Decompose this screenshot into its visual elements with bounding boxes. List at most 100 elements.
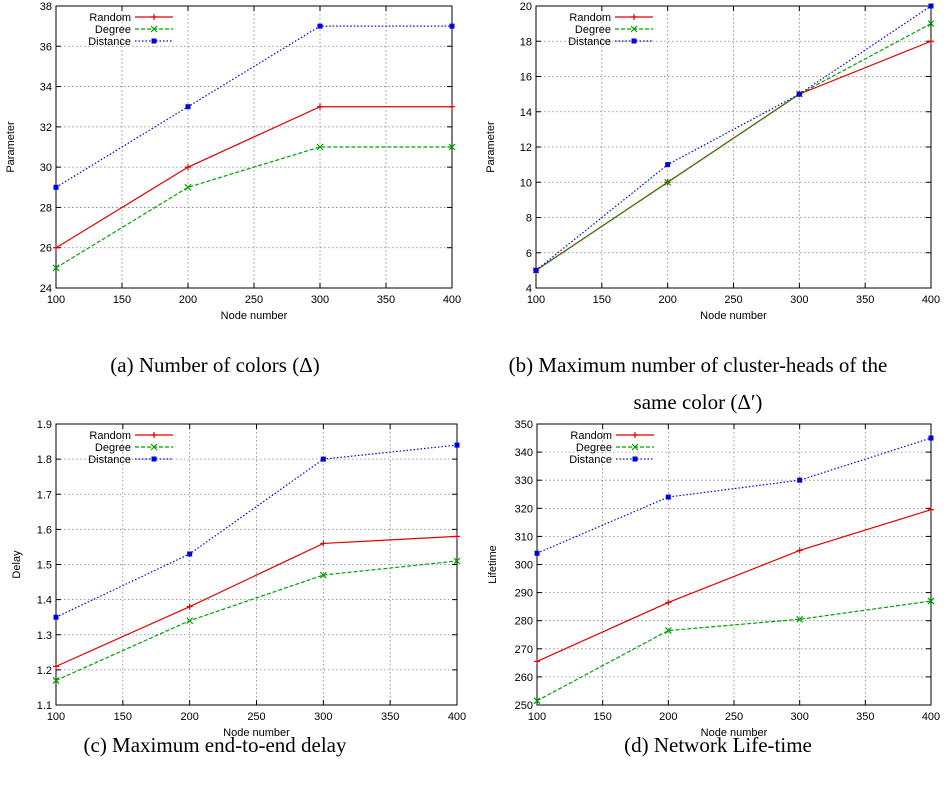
x-tick-label: 250	[725, 711, 743, 723]
x-tick-label: 100	[47, 294, 65, 306]
data-point-random	[928, 38, 934, 45]
data-point-random	[928, 506, 934, 513]
y-tick-label: 260	[515, 672, 533, 684]
series-degree	[52, 557, 461, 684]
data-point-distance	[454, 442, 460, 448]
panel-caption: (b) Maximum number of cluster-heads of t…	[509, 353, 888, 377]
data-point-random	[185, 164, 191, 171]
y-tick-label: 8	[526, 213, 532, 225]
series-line-random	[536, 509, 932, 662]
legend-marker-degree	[150, 443, 158, 451]
series-line-degree	[536, 600, 932, 702]
y-tick-label: 270	[515, 644, 533, 656]
panel-caption: (d) Network Life-time	[624, 733, 812, 757]
data-point-distance	[317, 23, 323, 29]
y-tick-label: 1.9	[37, 419, 52, 431]
x-tick-label: 150	[114, 711, 132, 723]
x-tick-label: 200	[179, 294, 197, 306]
legend-marker-random	[632, 432, 638, 438]
data-point-distance	[797, 477, 803, 483]
y-tick-label: 1.2	[37, 665, 52, 677]
data-point-random	[317, 103, 323, 110]
legend-marker-distance	[151, 456, 157, 462]
legend-marker-random	[631, 14, 637, 20]
x-tick-label: 100	[528, 711, 546, 723]
x-tick-label: 300	[314, 711, 332, 723]
legend-label-degree: Degree	[95, 24, 131, 36]
legend-label-random: Random	[569, 12, 611, 24]
x-tick-label: 400	[443, 294, 461, 306]
chart-panel-3: 100 150 200 250 300 350 400 1.1 1.2 1.3 1.4 1.5 1.6 1…	[11, 419, 466, 757]
y-tick-label: 10	[520, 177, 532, 189]
legend-label-random: Random	[89, 430, 131, 442]
series-line-random	[55, 535, 458, 667]
y-tick-label: 1.1	[37, 700, 52, 712]
x-tick-label: 400	[922, 294, 940, 306]
y-axis-label: Parameter	[485, 121, 497, 173]
y-tick-label: 280	[515, 616, 533, 628]
x-axis-label: Node number	[700, 310, 767, 322]
legend-label-degree: Degree	[95, 442, 131, 454]
legend-label-random: Random	[570, 430, 612, 442]
y-tick-label: 1.7	[37, 489, 52, 501]
series-distance	[534, 435, 934, 556]
data-point-degree	[533, 697, 541, 705]
x-axis-label: Node number	[223, 727, 290, 739]
series-line-distance	[535, 5, 932, 271]
y-axis-label: Parameter	[5, 121, 17, 173]
data-point-degree	[453, 557, 461, 565]
y-tick-label: 38	[40, 1, 52, 13]
charts-layer: 100 150 200 250 300 350 400 24 26 28 30 32 34 36 38 Nod…	[5, 1, 940, 757]
data-point-distance	[665, 494, 671, 500]
y-tick-label: 34	[40, 82, 52, 94]
data-point-random	[186, 603, 193, 610]
data-point-degree	[184, 183, 192, 191]
series-line-distance	[536, 437, 932, 554]
y-tick-label: 1.3	[37, 630, 52, 642]
y-tick-label: 1.5	[37, 560, 52, 572]
series-random	[53, 533, 460, 670]
x-tick-label: 350	[381, 711, 399, 723]
y-tick-label: 310	[515, 531, 533, 543]
data-point-degree	[316, 143, 324, 151]
y-tick-label: 20	[520, 1, 532, 13]
series-line-distance	[55, 25, 452, 188]
y-tick-label: 340	[515, 447, 533, 459]
y-tick-label: 1.4	[37, 595, 52, 607]
x-axis-label: Node number	[701, 727, 768, 739]
panel-caption: (c) Maximum end-to-end delay	[84, 733, 347, 757]
x-tick-label: 400	[448, 711, 466, 723]
y-tick-label: 250	[515, 700, 533, 712]
legend-label-random: Random	[89, 12, 131, 24]
y-tick-label: 16	[520, 72, 532, 84]
legend-marker-random	[151, 14, 157, 20]
x-tick-label: 150	[593, 294, 611, 306]
legend-label-distance: Distance	[568, 36, 611, 48]
x-tick-label: 150	[113, 294, 131, 306]
data-point-random	[454, 533, 460, 540]
x-tick-label: 200	[658, 294, 676, 306]
x-tick-label: 250	[724, 294, 742, 306]
x-tick-label: 300	[790, 294, 808, 306]
y-tick-label: 12	[520, 142, 532, 154]
y-tick-label: 320	[515, 503, 533, 515]
series-distance	[53, 442, 460, 620]
series-distance	[533, 3, 934, 273]
data-point-degree	[796, 615, 804, 623]
x-tick-label: 100	[47, 711, 65, 723]
y-tick-label: 1.8	[37, 454, 52, 466]
chart-panel-2: 100 150 200 250 300 350 400 4 6 8 10 12 14 16 18 20 Node…	[485, 1, 940, 414]
data-point-degree	[927, 597, 935, 605]
series-degree	[533, 597, 935, 705]
y-axis-label: Delay	[11, 550, 23, 579]
x-tick-label: 300	[790, 711, 808, 723]
data-point-degree	[448, 143, 456, 151]
x-axis-label: Node number	[221, 310, 288, 322]
series-distance	[53, 23, 455, 190]
data-point-random	[796, 547, 803, 554]
y-tick-label: 300	[515, 560, 533, 572]
data-point-distance	[928, 435, 934, 441]
legend-label-distance: Distance	[88, 454, 131, 466]
y-axis-label: Lifetime	[487, 545, 499, 584]
